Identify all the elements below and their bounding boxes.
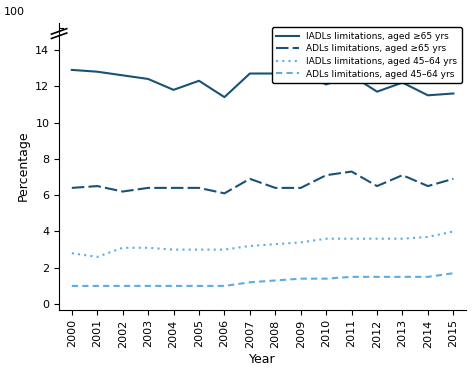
Text: 100: 100	[3, 7, 25, 17]
Y-axis label: Percentage: Percentage	[17, 131, 30, 201]
X-axis label: Year: Year	[249, 353, 276, 366]
Legend: IADLs limitations, aged ≥65 yrs, ADLs limitations, aged ≥65 yrs, IADLs limitatio: IADLs limitations, aged ≥65 yrs, ADLs li…	[272, 27, 462, 83]
